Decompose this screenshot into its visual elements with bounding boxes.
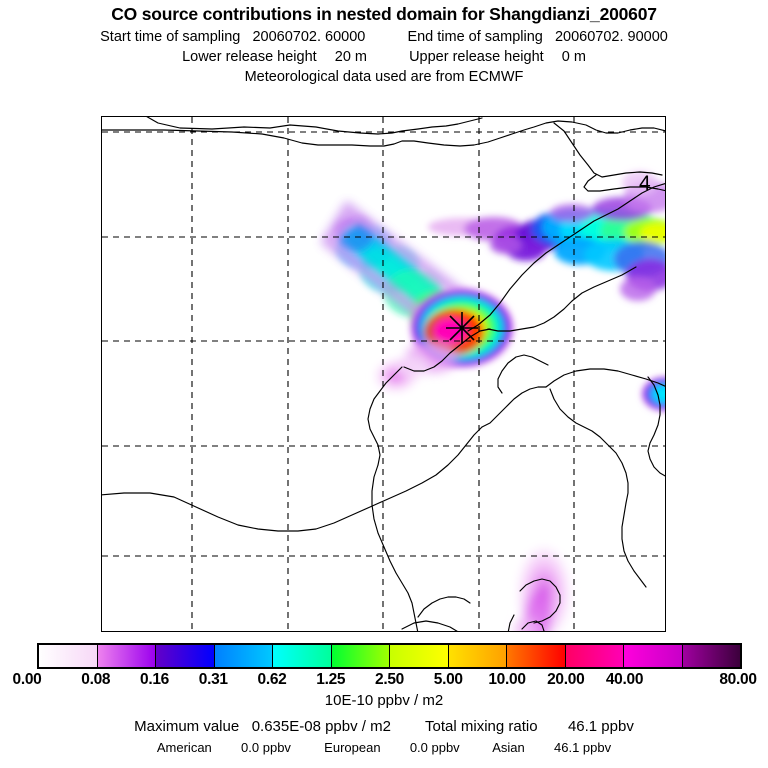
colorbar-tick-6: 2.50 [375, 671, 404, 688]
start-time-label: Start time of sampling [100, 29, 241, 45]
european-value: 0.0 ppbv [409, 740, 460, 755]
colorbar-unit-label: 10E-10 ppbv / m2 [324, 692, 444, 709]
colorbar-tick-5: 1.25 [316, 671, 346, 688]
end-time-value: 20060702. 90000 [554, 29, 668, 45]
map-canvas: 4 [102, 117, 665, 631]
colorbar-segment-4[interactable] [273, 645, 332, 667]
contribution-line: American 0.0 ppbv European 0.0 ppbv Asia… [0, 735, 768, 755]
colorbar-tick-2: 0.16 [140, 671, 169, 688]
colorbar-segment-8[interactable] [507, 645, 566, 667]
summary-line: Maximum value 0.635E-08 ppbv / m2 Total … [0, 718, 768, 735]
release-height-line: Lower release height 20 m Upper release … [0, 45, 768, 65]
met-data-line: Meteorological data used are from ECMWF [244, 69, 524, 85]
colorbar-tick-9: 20.00 [547, 671, 585, 688]
release-site-marker[interactable] [446, 312, 478, 344]
maximum-value: 0.635E-08 ppbv / m2 [251, 718, 391, 735]
colorbar-segment-5[interactable] [331, 645, 390, 667]
colorbar[interactable] [37, 643, 742, 669]
page-title: CO source contributions in nested domain… [111, 4, 657, 24]
colorbar-segment-9[interactable] [565, 645, 624, 667]
colorbar-tick-10: 40.00 [605, 671, 644, 688]
lower-release-height-label: Lower release height [182, 49, 317, 65]
colorbar-segment-10[interactable] [624, 645, 683, 667]
colorbar-segment-1[interactable] [97, 645, 156, 667]
map-coastlines [102, 117, 665, 631]
asian-label: Asian [492, 740, 525, 755]
upper-release-height-label: Upper release height [409, 49, 544, 65]
lower-release-height-value: 20 m [334, 49, 367, 65]
start-time-value: 20060702. 60000 [252, 29, 366, 45]
plume-south-coastal-wisp [514, 547, 570, 631]
colorbar-tick-1: 0.08 [81, 671, 111, 688]
colorbar-tick-labels: 0.00 0.08 0.16 0.31 0.62 1.25 2.50 5.00 10.00 20.… [0, 671, 768, 691]
plume-hotspot-skirt [396, 341, 458, 377]
colorbar-tick-4: 0.62 [257, 671, 287, 688]
map-label-4: 4 [639, 172, 651, 195]
map-graticule [102, 117, 665, 631]
concentration-field [321, 171, 665, 631]
asian-value: 46.1 ppbv [554, 740, 612, 755]
total-mixing-ratio-label: Total mixing ratio [425, 718, 538, 735]
colorbar-strip[interactable] [37, 643, 742, 669]
american-value: 0.0 ppbv [241, 740, 291, 755]
header-block: CO source contributions in nested domain… [0, 0, 768, 85]
maximum-value-label: Maximum value [134, 718, 240, 735]
sampling-time-line: Start time of sampling 20060702. 60000 E… [0, 25, 768, 45]
end-time-label: End time of sampling [407, 29, 543, 45]
colorbar-segment-0[interactable] [39, 645, 98, 667]
map-svg: 4 [102, 117, 665, 631]
european-label: European [324, 740, 381, 755]
colorbar-segment-6[interactable] [390, 645, 449, 667]
colorbar-tick-7: 5.00 [433, 671, 463, 688]
colorbar-tick-3: 0.31 [198, 671, 228, 688]
american-label: American [156, 740, 212, 755]
colorbar-tick-11: 80.00 [719, 671, 757, 688]
plume-northeast-band [428, 171, 665, 301]
colorbar-segment-3[interactable] [214, 645, 273, 667]
total-mixing-ratio-value: 46.1 ppbv [567, 718, 634, 735]
colorbar-segment-11[interactable] [682, 645, 740, 667]
colorbar-tick-8: 10.00 [488, 671, 526, 688]
colorbar-segment-7[interactable] [448, 645, 507, 667]
upper-release-height-value: 0 m [561, 49, 586, 65]
colorbar-tick-0: 0.00 [12, 671, 42, 688]
colorbar-segment-2[interactable] [156, 645, 215, 667]
footer-block: Maximum value 0.635E-08 ppbv / m2 Total … [0, 718, 768, 755]
map-plot-panel[interactable]: 4 [101, 116, 666, 632]
